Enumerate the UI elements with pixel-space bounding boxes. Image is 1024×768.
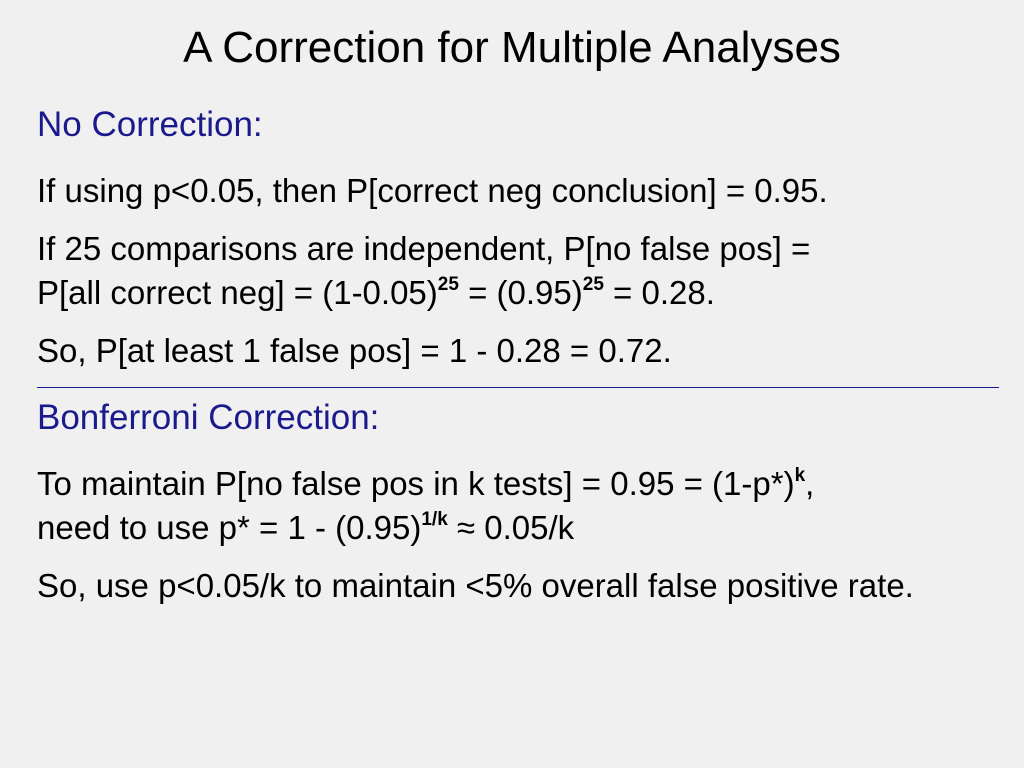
- no-correction-heading: No Correction:: [37, 105, 263, 144]
- paragraph-2-line-2-part-b: = (0.95): [458, 274, 583, 311]
- paragraph-2-line-2-part-a: P[all correct neg] = (1-0.05): [37, 274, 438, 311]
- bonferroni-line-1-part-b: ,: [805, 465, 815, 502]
- bonferroni-line-2: need to use p* = 1 - (0.95)1/k ≈ 0.05/k: [37, 509, 574, 546]
- bonferroni-paragraph-1: To maintain P[no false pos in k tests] =…: [37, 462, 1012, 550]
- bonferroni-paragraph-2: So, use p<0.05/k to maintain <5% overall…: [37, 567, 914, 604]
- bonferroni-line-1: To maintain P[no false pos in k tests] =…: [37, 465, 814, 502]
- bonferroni-heading: Bonferroni Correction:: [37, 398, 380, 437]
- paragraph-2-line-1: If 25 comparisons are independent, P[no …: [37, 230, 811, 267]
- paragraph-2-line-2: P[all correct neg] = (1-0.05)25 = (0.95)…: [37, 274, 715, 311]
- slide-content: No Correction: If using p<0.05, then P[c…: [37, 103, 1012, 622]
- slide-title: A Correction for Multiple Analyses: [183, 23, 841, 72]
- exponent-25-second: 25: [582, 274, 604, 295]
- bonferroni-line-2-part-b: ≈ 0.05/k: [447, 509, 575, 546]
- no-correction-paragraph-2: If 25 comparisons are independent, P[no …: [37, 227, 1012, 315]
- exponent-1-over-k: 1/k: [421, 509, 448, 530]
- exponent-k: k: [794, 465, 806, 486]
- paragraph-2-line-2-part-c: = 0.28.: [603, 274, 715, 311]
- bonferroni-line-2-part-a: need to use p* = 1 - (0.95): [37, 509, 422, 546]
- bonferroni-line-1-part-a: To maintain P[no false pos in k tests] =…: [37, 465, 795, 502]
- exponent-25-first: 25: [437, 274, 459, 295]
- no-correction-paragraph-1: If using p<0.05, then P[correct neg conc…: [37, 172, 828, 209]
- no-correction-paragraph-3: So, P[at least 1 false pos] = 1 - 0.28 =…: [37, 332, 672, 369]
- section-divider: [37, 387, 999, 388]
